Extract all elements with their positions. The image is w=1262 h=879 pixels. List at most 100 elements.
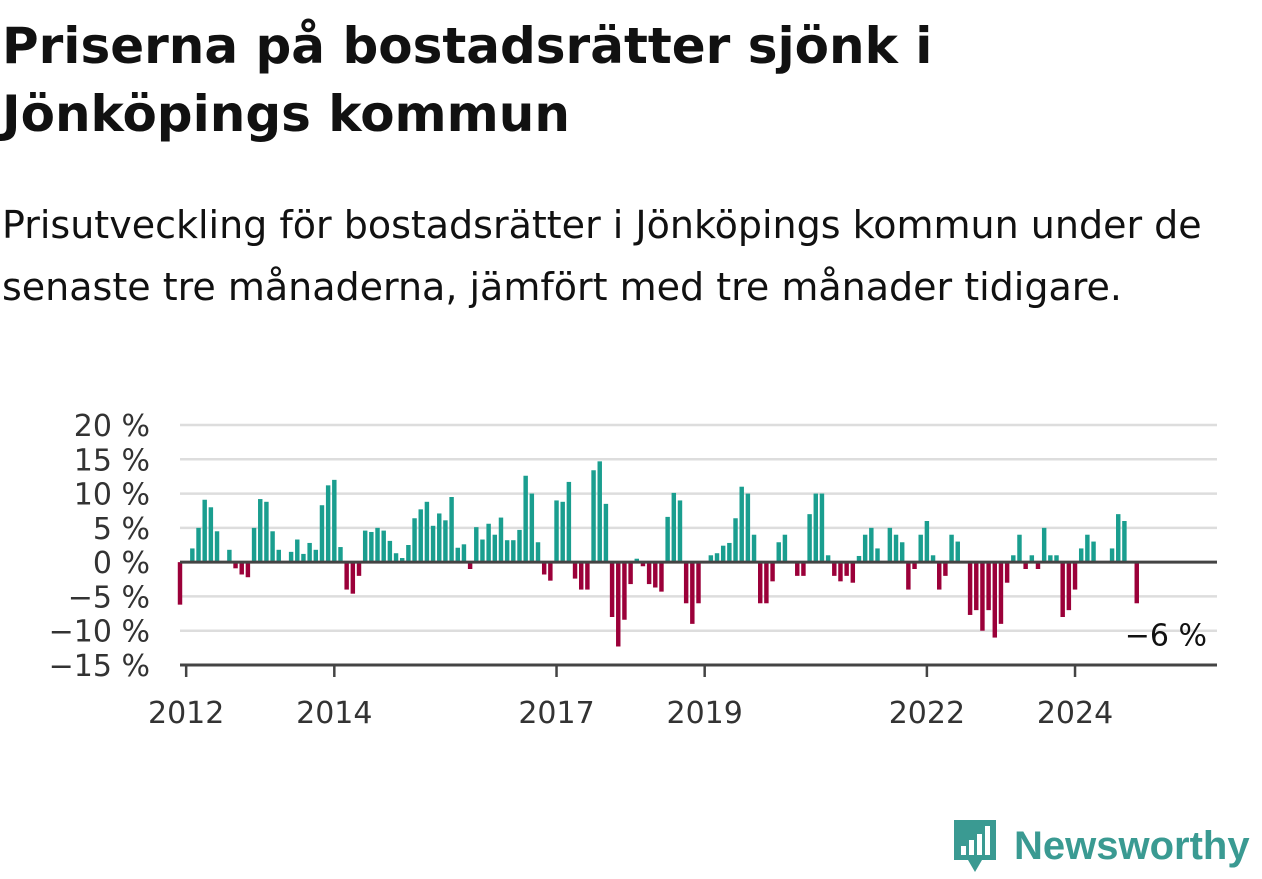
bar	[437, 513, 442, 563]
bar	[875, 548, 880, 563]
bar	[498, 517, 504, 563]
bar	[795, 562, 800, 576]
bar	[362, 530, 368, 563]
bar	[301, 553, 306, 563]
bar	[511, 540, 516, 563]
bar	[967, 562, 973, 615]
bar	[585, 562, 590, 590]
bar	[245, 562, 251, 578]
bar	[1060, 562, 1065, 617]
bar	[1066, 562, 1072, 611]
bar	[819, 493, 825, 563]
bar	[190, 548, 195, 563]
bar	[529, 493, 535, 563]
bar	[406, 545, 411, 563]
bar	[492, 534, 498, 563]
bar	[504, 540, 510, 563]
y-tick-label: −15 %	[49, 649, 150, 684]
bar	[980, 562, 985, 631]
bar	[1017, 534, 1022, 563]
bar	[930, 555, 936, 563]
bar	[375, 527, 380, 563]
bar	[307, 542, 312, 563]
bar	[770, 562, 775, 582]
bar	[1091, 541, 1096, 563]
bar	[1122, 521, 1127, 563]
bar	[548, 562, 553, 581]
bar	[751, 534, 757, 563]
x-axis-tick-labels: 2012 2014 2017 2019 2022 2024	[148, 665, 1113, 730]
axes	[180, 560, 1217, 667]
bar	[869, 527, 874, 563]
bar	[381, 530, 386, 563]
bar	[616, 562, 621, 647]
bar	[912, 562, 917, 569]
bar	[807, 514, 812, 563]
x-tick-label: 2017	[518, 696, 594, 730]
bar	[1011, 555, 1016, 563]
bar	[313, 549, 319, 563]
bar	[992, 562, 998, 638]
bar	[430, 525, 436, 563]
y-tick-label: 15 %	[74, 443, 150, 478]
bar	[208, 507, 214, 563]
bar	[418, 509, 423, 563]
bar	[486, 523, 491, 563]
bar	[227, 549, 232, 563]
bar	[739, 486, 744, 563]
bar	[1023, 562, 1028, 569]
bar	[887, 527, 893, 563]
bar	[369, 531, 374, 563]
bar	[696, 562, 701, 604]
bar	[276, 549, 281, 563]
bar	[906, 562, 911, 590]
bar	[690, 562, 695, 624]
bar	[393, 553, 399, 563]
bar	[758, 562, 763, 604]
bar	[1004, 562, 1010, 583]
bar	[1054, 555, 1059, 563]
x-tick-label: 2012	[148, 696, 224, 730]
bar	[332, 479, 337, 563]
bar	[270, 531, 275, 563]
bar	[918, 534, 923, 563]
bar	[356, 562, 362, 576]
bar-chart: 20 %15 %10 %5 %0 %−5 %−10 %−15 % 2012 201…	[49, 409, 1217, 730]
bar	[862, 534, 868, 563]
bar	[720, 545, 726, 563]
bar	[813, 493, 819, 563]
bar	[591, 470, 596, 563]
bar	[443, 520, 448, 563]
bar	[264, 501, 269, 563]
bar	[1116, 514, 1121, 563]
bar	[782, 534, 788, 563]
bar	[998, 562, 1004, 624]
bar	[955, 541, 960, 563]
bar	[196, 527, 201, 563]
bar	[1085, 534, 1090, 563]
y-tick-label: −5 %	[68, 580, 150, 615]
bar	[251, 527, 257, 563]
bar	[764, 562, 769, 604]
bar	[566, 481, 572, 563]
bar	[1048, 555, 1053, 563]
y-tick-label: 20 %	[74, 409, 150, 444]
bar	[517, 529, 522, 563]
x-tick-label: 2024	[1037, 696, 1113, 730]
bar	[202, 499, 207, 563]
bar	[1041, 527, 1047, 563]
bar	[974, 562, 979, 611]
bar	[634, 558, 639, 563]
bar	[344, 562, 349, 590]
bar	[745, 493, 751, 563]
bar	[554, 500, 559, 563]
y-tick-label: 10 %	[74, 478, 150, 513]
bar	[578, 562, 584, 590]
bar	[467, 562, 473, 569]
bar	[832, 562, 837, 576]
brand-name: Newsworthy	[1014, 823, 1250, 868]
bar	[295, 539, 300, 563]
bar	[1078, 548, 1084, 563]
bar	[535, 542, 541, 563]
bar	[424, 501, 430, 563]
